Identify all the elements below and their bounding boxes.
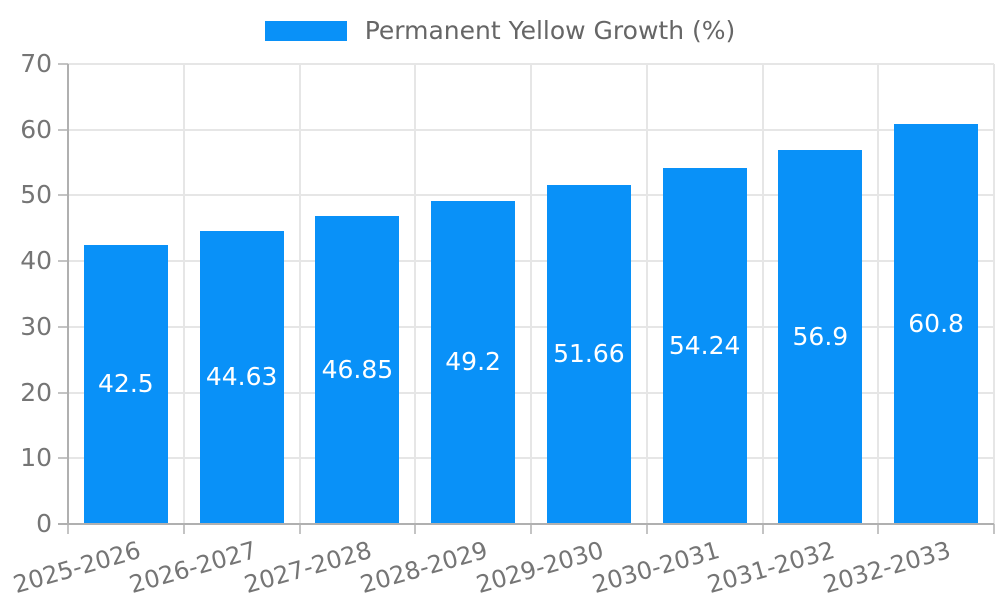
x-tick-mark bbox=[877, 524, 880, 534]
x-tick-mark bbox=[182, 524, 185, 534]
bar[interactable]: 51.66 bbox=[546, 184, 631, 524]
bar[interactable]: 49.2 bbox=[431, 200, 516, 524]
bar-value-label: 46.85 bbox=[321, 355, 394, 385]
v-gridline bbox=[877, 64, 880, 524]
legend[interactable]: Permanent Yellow Growth (%) bbox=[0, 16, 1000, 46]
y-tick-label: 10 bbox=[20, 443, 52, 473]
legend-swatch bbox=[264, 21, 347, 41]
y-tick-label: 20 bbox=[20, 377, 52, 407]
bar-value-label: 60.8 bbox=[908, 309, 964, 339]
y-tick-label: 50 bbox=[20, 180, 52, 210]
v-gridline bbox=[530, 64, 532, 524]
y-axis-line bbox=[67, 64, 69, 524]
bar[interactable]: 56.9 bbox=[778, 150, 863, 524]
bar[interactable]: 42.5 bbox=[83, 244, 168, 524]
y-tick-mark bbox=[58, 391, 68, 394]
bar-value-label: 42.5 bbox=[98, 369, 154, 399]
bar[interactable]: 44.63 bbox=[199, 230, 284, 524]
bar-value-label: 51.66 bbox=[553, 339, 625, 369]
y-tick-mark bbox=[58, 457, 68, 460]
bar-value-label: 56.9 bbox=[792, 322, 849, 352]
bar-value-label: 54.24 bbox=[668, 330, 741, 360]
bar[interactable]: 54.24 bbox=[662, 167, 747, 524]
bar-value-label: 44.63 bbox=[205, 362, 278, 392]
y-tick-label: 70 bbox=[20, 49, 52, 78]
y-tick-mark bbox=[58, 260, 68, 263]
v-gridline bbox=[761, 64, 764, 524]
x-tick-mark bbox=[67, 524, 69, 534]
y-tick-label: 40 bbox=[20, 246, 52, 276]
v-gridline bbox=[182, 64, 185, 524]
v-gridline bbox=[298, 64, 301, 524]
y-tick-mark bbox=[58, 194, 68, 197]
bar[interactable]: 46.85 bbox=[315, 216, 400, 524]
x-axis-line bbox=[58, 523, 994, 525]
y-tick-mark bbox=[58, 63, 68, 65]
x-tick-mark bbox=[993, 524, 995, 534]
x-tick-mark bbox=[761, 524, 764, 534]
v-gridline bbox=[414, 64, 417, 524]
y-tick-label: 0 bbox=[36, 509, 52, 538]
y-tick-label: 30 bbox=[20, 311, 52, 341]
x-tick-mark bbox=[414, 524, 417, 534]
legend-label: Permanent Yellow Growth (%) bbox=[364, 16, 736, 45]
v-gridline bbox=[645, 64, 648, 524]
bar[interactable]: 60.8 bbox=[894, 124, 979, 524]
y-tick-mark bbox=[58, 325, 68, 328]
x-tick-mark bbox=[298, 524, 301, 534]
y-tick-mark bbox=[58, 128, 68, 131]
x-tick-mark bbox=[530, 524, 532, 534]
v-gridline bbox=[993, 64, 995, 524]
x-tick-mark bbox=[645, 524, 648, 534]
bar-value-label: 49.2 bbox=[445, 347, 501, 377]
y-tick-label: 60 bbox=[20, 114, 52, 144]
